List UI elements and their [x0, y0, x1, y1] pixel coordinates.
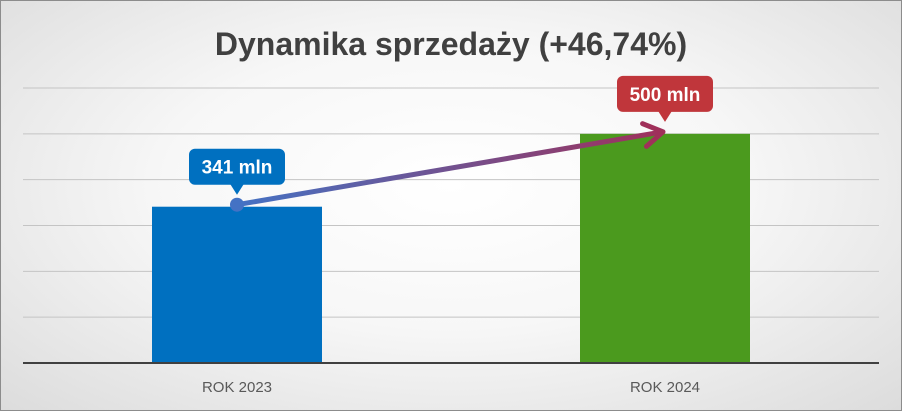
data-label-1: 341 mln: [189, 148, 285, 195]
x-axis-ticks: ROK 2023 ROK 2024: [202, 379, 700, 396]
data-labels: 341 mln 500 mln: [189, 75, 713, 195]
arrow-line: [234, 130, 660, 208]
bar-2: [580, 133, 750, 363]
growth-arrow: [230, 121, 666, 212]
data-label-2: 500 mln: [617, 75, 713, 122]
arrow-start-dot: [230, 197, 244, 212]
data-label-text: 341 mln: [202, 158, 273, 179]
x-tick-label: ROK 2024: [630, 379, 700, 396]
arrow-head: [640, 121, 666, 149]
x-tick-label: ROK 2023: [202, 379, 272, 396]
data-label-text: 500 mln: [630, 85, 701, 106]
gridlines: [23, 87, 879, 318]
chart-title: Dynamika sprzedaży (+46,74%): [215, 26, 687, 62]
bar-1: [152, 206, 322, 363]
bars: [152, 133, 750, 363]
